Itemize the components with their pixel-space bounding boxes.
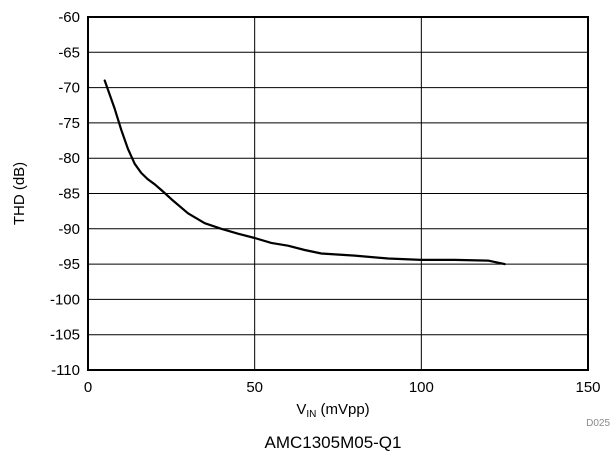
y-tick-label: -80	[58, 150, 80, 167]
x-tick-labels: 0 50 100 150	[84, 379, 601, 396]
y-tick-label: -105	[50, 327, 80, 344]
x-tick-label: 100	[409, 379, 434, 396]
x-tick-label: 0	[84, 379, 92, 396]
y-tick-label: -65	[58, 44, 80, 61]
x-axis-title: VIN (mVpp)	[296, 401, 369, 420]
x-tick-label: 150	[575, 379, 600, 396]
figure-code: D025	[586, 418, 610, 429]
x-axis-title-main: V	[296, 401, 306, 418]
x-tick-label: 50	[246, 379, 263, 396]
y-tick-label: -90	[58, 221, 80, 238]
grid-lines	[87, 16, 589, 371]
x-axis-title-subscript: IN	[306, 409, 316, 420]
y-tick-label: -110	[51, 362, 80, 379]
plot-frame	[87, 16, 589, 371]
y-tick-labels: -60 -65 -70 -75 -80 -85 -90 -95 -100 -105 -110	[50, 9, 80, 379]
chart-caption: AMC1305M05-Q1	[264, 433, 401, 452]
y-tick-label: -75	[58, 115, 80, 132]
y-axis-title: THD (dB)	[11, 162, 28, 225]
y-tick-label: -70	[58, 80, 80, 97]
y-tick-label: -60	[58, 9, 80, 26]
thd-series-line	[103, 79, 506, 266]
y-tick-label: -100	[50, 291, 80, 308]
x-axis-title-unit: (mVpp)	[316, 401, 369, 418]
y-tick-label: -95	[58, 256, 80, 273]
y-tick-label: -85	[58, 186, 80, 203]
